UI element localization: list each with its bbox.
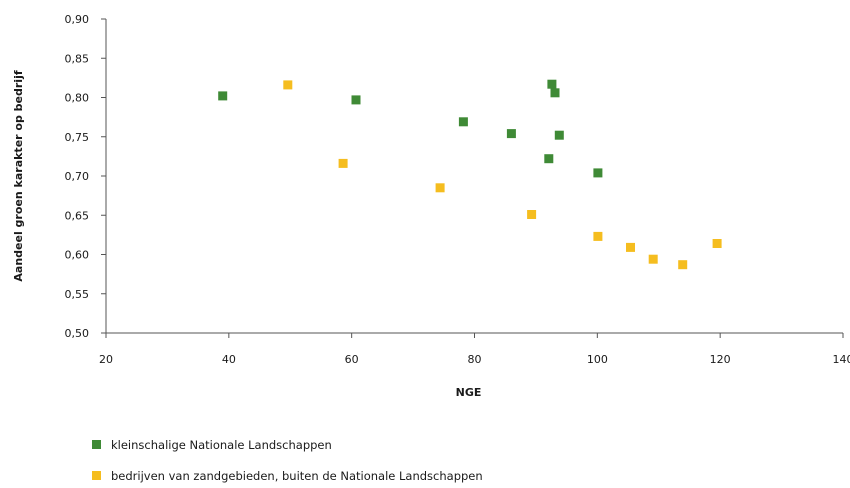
legend-swatch-zandgebieden — [92, 471, 101, 480]
legend-swatch-kleinschalig — [92, 440, 101, 449]
point-kleinschalig — [550, 88, 560, 98]
y-axis-ticks: 0,50 0,55 0,60 0,65 0,70 0,75 0,80 0,85 0,90 — [65, 13, 106, 340]
y-tick-label: 0,70 — [65, 170, 90, 183]
x-tick-label: 140 — [833, 353, 850, 366]
point-zandgebieden — [712, 239, 722, 248]
y-axis-title: Aandeel groen karakter op bedrijf — [12, 70, 25, 281]
point-zandgebieden — [626, 242, 635, 252]
x-tick-label: 100 — [587, 353, 608, 366]
point-kleinschalig — [351, 95, 361, 105]
x-tick-label: 120 — [710, 353, 731, 366]
point-zandgebieden — [435, 183, 445, 193]
y-tick-label: 0,60 — [65, 249, 90, 262]
point-kleinschalig — [218, 91, 228, 101]
point-zandgebieden — [648, 254, 658, 264]
legend: kleinschalige Nationale Landschappen bed… — [92, 438, 483, 483]
point-zandgebieden — [283, 80, 293, 90]
x-axis-title: NGE — [456, 386, 482, 399]
x-tick-label: 40 — [222, 353, 236, 366]
y-tick-label: 0,55 — [65, 288, 90, 301]
y-tick-label: 0,90 — [65, 13, 90, 26]
point-kleinschalig — [544, 154, 554, 164]
y-tick-label: 0,65 — [65, 209, 90, 222]
y-tick-label: 0,80 — [65, 92, 90, 105]
point-kleinschalig — [554, 130, 564, 140]
point-zandgebieden — [527, 210, 537, 219]
x-tick-label: 80 — [468, 353, 482, 366]
point-kleinschalig — [506, 129, 516, 139]
point-kleinschalig — [593, 168, 603, 178]
x-tick-label: 60 — [345, 353, 359, 366]
point-zandgebieden — [678, 260, 688, 270]
y-tick-label: 0,50 — [65, 327, 90, 340]
x-axis-ticks: 20 40 60 80 100 120 140 — [99, 333, 850, 366]
point-zandgebieden — [593, 231, 603, 241]
y-tick-label: 0,75 — [65, 131, 90, 144]
plot-area: 0,50 0,55 0,60 0,65 0,70 0,75 0,80 0,85 0,90 20 4… — [65, 13, 850, 366]
x-tick-label: 20 — [99, 353, 113, 366]
point-kleinschalig — [547, 79, 557, 89]
point-zandgebieden — [338, 158, 348, 168]
legend-label-kleinschalig: kleinschalige Nationale Landschappen — [111, 438, 332, 452]
point-kleinschalig — [458, 117, 468, 127]
data-points — [218, 79, 722, 270]
y-tick-label: 0,85 — [65, 52, 90, 65]
legend-label-zandgebieden: bedrijven van zandgebieden, buiten de Na… — [111, 469, 483, 483]
